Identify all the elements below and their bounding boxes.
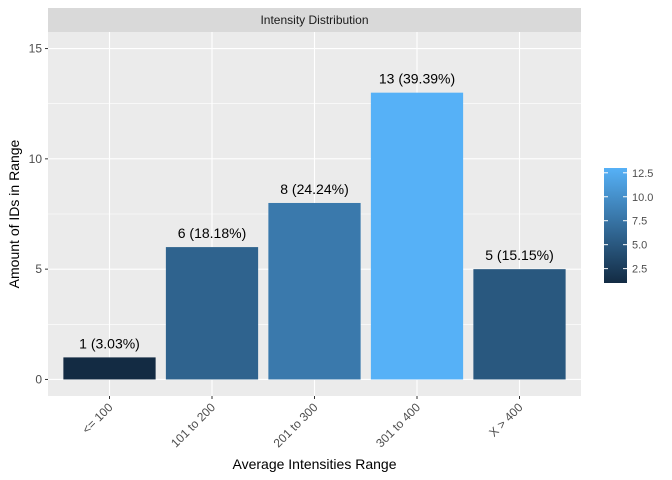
bars <box>63 92 566 380</box>
colorbar-tick-label: 7.5 <box>632 216 647 228</box>
x-tick-label: X > 400 <box>486 400 526 440</box>
bar <box>370 92 464 380</box>
x-tick-label: 201 to 300 <box>271 400 321 450</box>
x-axis-title: Average Intensities Range <box>233 456 397 472</box>
bar <box>268 202 361 380</box>
x-tick-label: <= 100 <box>79 400 116 437</box>
data-label: 13 (39.39%) <box>379 71 455 87</box>
colorbar-tick-label: 12.5 <box>632 168 653 180</box>
data-label: 1 (3.03%) <box>79 335 140 351</box>
colorbar <box>604 168 627 283</box>
facet-strip <box>48 8 581 32</box>
colorbar-legend: 2.5 5.0 7.5 10.0 12.5 <box>604 168 653 283</box>
y-tick-label: 15 <box>29 42 43 56</box>
colorbar-tick-label: 10.0 <box>632 192 653 204</box>
y-tick-label: 10 <box>29 152 43 166</box>
x-axis: <= 100 101 to 200 201 to 300 301 to 400 X > … <box>79 396 526 450</box>
y-axis: 0 5 10 15 <box>29 42 48 386</box>
facet-strip-title: Intensity Distribution <box>260 13 368 27</box>
bar <box>473 269 566 380</box>
y-axis-title: Amount of IDs in Range <box>6 139 22 288</box>
colorbar-tick-label: 2.5 <box>632 264 647 276</box>
colorbar-tick-label: 5.0 <box>632 240 647 252</box>
bar <box>63 357 156 380</box>
data-label: 8 (24.24%) <box>280 181 348 197</box>
x-tick-label: 101 to 200 <box>168 400 218 450</box>
data-labels: 1 (3.03%) 6 (18.18%) 8 (24.24%) 13 (39.39%)… <box>79 71 554 352</box>
y-tick-label: 0 <box>35 372 42 386</box>
x-tick-label: 301 to 400 <box>373 400 423 450</box>
data-label: 5 (15.15%) <box>485 247 553 263</box>
bar <box>165 247 259 380</box>
data-label: 6 (18.18%) <box>178 225 246 241</box>
y-tick-label: 5 <box>35 262 42 276</box>
